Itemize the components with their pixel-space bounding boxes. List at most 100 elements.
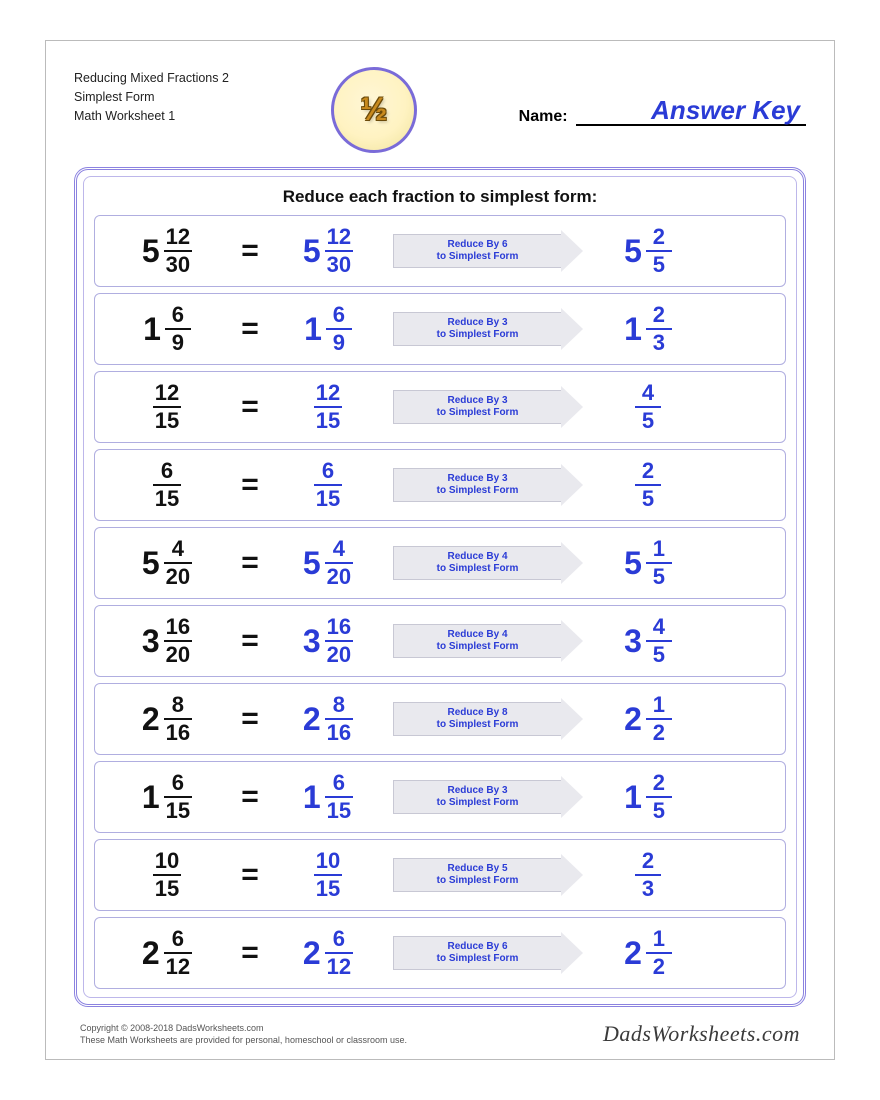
denominator: 16 [325,722,353,744]
arrow-hint-line1: Reduce By 6 [447,239,507,252]
restated-cell: 2816 [273,694,383,744]
title-line-3: Math Worksheet 1 [74,107,314,126]
problem-row: 51230=51230Reduce By 6to Simplest Form52… [94,215,786,287]
denominator: 2 [651,956,667,978]
numerator: 16 [164,616,192,638]
numerator: 12 [325,226,353,248]
arrow-hint-line1: Reduce By 4 [447,551,507,564]
restated-cell: 5420 [273,538,383,588]
denominator: 12 [325,956,353,978]
answer-cell: 25 [593,460,703,510]
fraction-stack: 420 [164,538,192,588]
arrow-head-icon [561,386,583,428]
equals-sign: = [227,546,273,580]
arrow-body: Reduce By 3to Simplest Form [393,390,561,424]
numerator: 6 [320,460,336,482]
fraction-stack: 816 [325,694,353,744]
answer-cell: 525 [593,226,703,276]
arrow-hint-line1: Reduce By 3 [447,317,507,330]
restated-cell: 2612 [273,928,383,978]
reduce-arrow: Reduce By 3to Simplest Form [393,776,583,818]
denominator: 15 [314,878,342,900]
whole-number: 1 [143,313,161,345]
equals-sign: = [227,780,273,814]
arrow-head-icon [561,932,583,974]
footer-left: Copyright © 2008-2018 DadsWorksheets.com… [80,1022,407,1047]
equals-sign: = [227,468,273,502]
logo-wrap: ½ [314,67,434,153]
denominator: 30 [164,254,192,276]
answer-cell: 212 [593,928,703,978]
numerator: 1 [651,928,667,950]
whole-number: 2 [624,937,642,969]
numerator: 12 [314,382,342,404]
logo-glyph: ½ [361,96,388,123]
arrow-head-icon [561,698,583,740]
arrow-body: Reduce By 8to Simplest Form [393,702,561,736]
arrow-cell: Reduce By 3to Simplest Form [383,464,593,506]
whole-number: 2 [303,703,321,735]
equals-sign: = [227,390,273,424]
numerator: 12 [164,226,192,248]
name-value: Answer Key [651,95,800,125]
denominator: 15 [153,878,181,900]
numerator: 2 [651,304,667,326]
arrow-hint-line2: to Simplest Form [437,641,519,654]
arrow-head-icon [561,542,583,584]
denominator: 20 [164,644,192,666]
restated-cell: 51230 [273,226,383,276]
whole-number: 1 [142,781,160,813]
fraction-stack: 23 [646,304,672,354]
restated-cell: 169 [273,304,383,354]
fraction-stack: 12 [646,694,672,744]
whole-number: 5 [624,547,642,579]
numerator: 4 [651,616,667,638]
numerator: 6 [170,304,186,326]
fraction-stack: 615 [164,772,192,822]
restated-cell: 31620 [273,616,383,666]
reduce-arrow: Reduce By 4to Simplest Form [393,542,583,584]
numerator: 1 [651,694,667,716]
denominator: 9 [331,332,347,354]
arrow-cell: Reduce By 3to Simplest Form [383,308,593,350]
fraction-stack: 1015 [153,850,181,900]
arrow-cell: Reduce By 5to Simplest Form [383,854,593,896]
numerator: 4 [640,382,656,404]
fraction-stack: 1230 [164,226,192,276]
arrow-hint-line2: to Simplest Form [437,329,519,342]
answer-cell: 23 [593,850,703,900]
numerator: 8 [170,694,186,716]
question-cell: 16 9 [107,304,227,354]
denominator: 9 [170,332,186,354]
numerator: 12 [153,382,181,404]
denominator: 3 [651,332,667,354]
restated-cell: 1615 [273,772,383,822]
equals-sign: = [227,702,273,736]
whole-number: 3 [303,625,321,657]
fraction-stack: 45 [646,616,672,666]
problem-row: 169=169Reduce By 3to Simplest Form123 [94,293,786,365]
reduce-arrow: Reduce By 6to Simplest Form [393,230,583,272]
denominator: 20 [164,566,192,588]
fraction-stack: 69 [326,304,352,354]
arrow-hint-line2: to Simplest Form [437,797,519,810]
question-cell: 5420 [107,538,227,588]
whole-number: 1 [303,781,321,813]
answer-cell: 123 [593,304,703,354]
panel-title: Reduce each fraction to simplest form: [94,187,786,207]
arrow-hint-line2: to Simplest Form [437,953,519,966]
arrow-body: Reduce By 6to Simplest Form [393,936,561,970]
arrow-body: Reduce By 4to Simplest Form [393,624,561,658]
fraction-stack: 612 [164,928,192,978]
equals-sign: = [227,234,273,268]
numerator: 16 [325,616,353,638]
arrow-hint-line1: Reduce By 6 [447,941,507,954]
numerator: 8 [331,694,347,716]
restated-cell: 615 [273,460,383,510]
numerator: 6 [331,772,347,794]
numerator: 2 [640,460,656,482]
denominator: 15 [314,488,342,510]
answer-cell: 212 [593,694,703,744]
arrow-head-icon [561,854,583,896]
fraction-stack: 420 [325,538,353,588]
